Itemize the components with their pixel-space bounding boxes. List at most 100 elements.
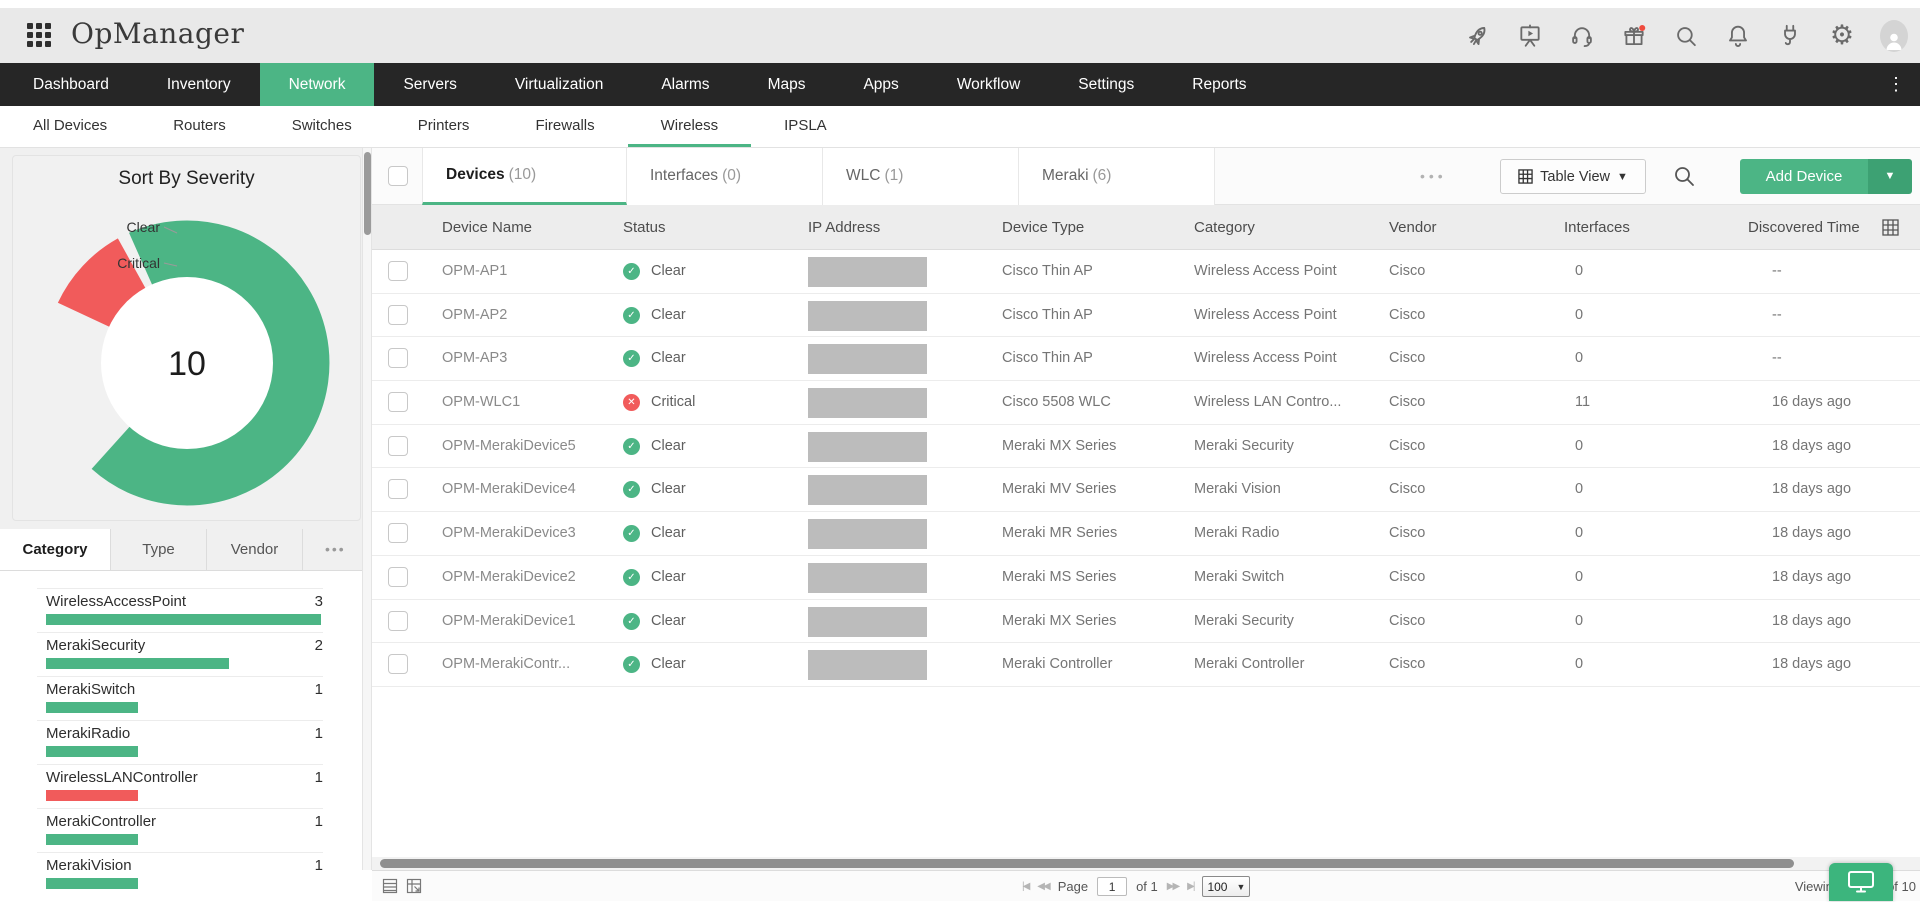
row-checkbox[interactable] xyxy=(388,654,408,675)
device-name-link[interactable]: OPM-MerakiContr... xyxy=(442,656,571,673)
device-name-link[interactable]: OPM-AP3 xyxy=(442,350,508,367)
device-name-link[interactable]: OPM-MerakiDevice4 xyxy=(442,481,576,498)
notifications-bell-icon[interactable] xyxy=(1724,22,1752,50)
export-excel-icon[interactable] xyxy=(406,878,422,894)
facet-item-merakicontroller[interactable]: MerakiController 1 xyxy=(37,808,323,852)
column-chooser-icon[interactable] xyxy=(1882,219,1899,236)
subnav-item-switches[interactable]: Switches xyxy=(291,117,352,134)
first-page-icon[interactable]: |◀ xyxy=(1022,881,1030,892)
user-avatar[interactable] xyxy=(1880,19,1908,52)
column-header-ip-address[interactable]: IP Address xyxy=(808,219,881,236)
device-name-link[interactable]: OPM-AP1 xyxy=(442,263,508,279)
settings-gear-icon[interactable]: ⚙ xyxy=(1829,20,1855,50)
facet-item-wirelesslancontroller[interactable]: WirelessLANController 1 xyxy=(37,764,323,808)
column-header-device-name[interactable]: Device Name xyxy=(442,219,533,236)
row-checkbox[interactable] xyxy=(388,566,408,587)
tab-wlc[interactable]: WLC (1) xyxy=(823,148,1019,205)
row-checkbox[interactable] xyxy=(388,435,408,456)
vertical-scrollbar[interactable] xyxy=(362,148,372,870)
facet-tab-type[interactable]: Type xyxy=(111,529,207,570)
column-header-interfaces[interactable]: Interfaces xyxy=(1564,219,1630,236)
facet-item-merakiradio[interactable]: MerakiRadio 1 xyxy=(37,720,323,764)
add-device-button[interactable]: Add Device ▼ xyxy=(1740,159,1912,194)
support-headset-icon[interactable] xyxy=(1568,22,1596,50)
donut-critical-slice[interactable] xyxy=(57,238,147,328)
subnav-item-ipsla[interactable]: IPSLA xyxy=(784,117,827,134)
rocket-icon[interactable] xyxy=(1464,22,1492,50)
subnav-item-all-devices[interactable]: All Devices xyxy=(33,117,108,134)
device-type-cell: Meraki MX Series xyxy=(1002,612,1117,629)
severity-donut-chart[interactable]: Clear Critical 10 xyxy=(13,156,362,522)
facet-more-icon[interactable]: ••• xyxy=(325,541,346,557)
horizontal-scrollbar[interactable] xyxy=(372,857,1920,870)
row-checkbox[interactable] xyxy=(388,479,408,500)
row-checkbox[interactable] xyxy=(388,261,408,281)
tab-devices[interactable]: Devices (10) xyxy=(422,148,627,205)
nav-item-reports[interactable]: Reports xyxy=(1192,76,1247,93)
apps-grid-icon[interactable] xyxy=(27,23,53,49)
search-icon[interactable] xyxy=(1672,164,1696,188)
plug-icon[interactable] xyxy=(1776,22,1804,50)
facet-item-merakisecurity[interactable]: MerakiSecurity 2 xyxy=(37,632,323,676)
ip-address-redacted xyxy=(808,606,927,637)
chevron-down-icon: ▼ xyxy=(1236,881,1246,892)
vertical-scrollbar-thumb[interactable] xyxy=(364,152,371,235)
device-name-link[interactable]: OPM-MerakiDevice1 xyxy=(442,612,576,629)
nav-item-alarms[interactable]: Alarms xyxy=(661,76,710,93)
subnav-item-routers[interactable]: Routers xyxy=(173,117,226,134)
sidebar: Clear Critical 10 Sort By Severity Categ… xyxy=(0,148,362,901)
search-icon[interactable] xyxy=(1672,22,1700,50)
nav-item-apps[interactable]: Apps xyxy=(863,76,899,93)
column-header-category[interactable]: Category xyxy=(1194,219,1255,236)
nav-item-workflow[interactable]: Workflow xyxy=(956,76,1021,93)
row-checkbox[interactable] xyxy=(388,348,408,369)
donut-clear-slice[interactable] xyxy=(91,220,330,506)
row-checkbox[interactable] xyxy=(388,392,408,413)
subnav-item-printers[interactable]: Printers xyxy=(417,117,470,134)
column-header-discovered-time[interactable]: Discovered Time xyxy=(1748,219,1860,236)
device-name-link[interactable]: OPM-AP2 xyxy=(442,306,508,323)
device-name-link[interactable]: OPM-MerakiDevice5 xyxy=(442,437,576,454)
export-list-icon[interactable] xyxy=(382,878,398,894)
table-view-button[interactable]: Table View ▼ xyxy=(1500,159,1646,194)
select-all-checkbox[interactable] xyxy=(388,166,408,186)
subnav-item-wireless[interactable]: Wireless xyxy=(627,106,752,147)
column-header-status[interactable]: Status xyxy=(623,219,666,236)
last-page-icon[interactable]: ▶| xyxy=(1187,881,1195,892)
device-name-link[interactable]: OPM-MerakiDevice2 xyxy=(442,568,576,585)
previous-page-icon[interactable]: ◀◀ xyxy=(1037,881,1050,892)
row-checkbox[interactable] xyxy=(388,304,408,325)
kebab-menu-icon[interactable]: ⋮ xyxy=(1887,74,1906,94)
tab-interfaces[interactable]: Interfaces (0) xyxy=(627,148,823,205)
device-name-link[interactable]: OPM-WLC1 xyxy=(442,394,521,411)
nav-item-maps[interactable]: Maps xyxy=(767,76,806,93)
add-device-caret-icon[interactable]: ▼ xyxy=(1868,159,1912,194)
nav-item-dashboard[interactable]: Dashboard xyxy=(33,76,109,93)
tab-meraki[interactable]: Meraki (6) xyxy=(1019,148,1215,205)
facet-item-wirelessaccesspoint[interactable]: WirelessAccessPoint 3 xyxy=(37,588,323,632)
facet-item-merakiswitch[interactable]: MerakiSwitch 1 xyxy=(37,676,323,720)
nav-item-virtualization[interactable]: Virtualization xyxy=(514,76,604,93)
gift-icon[interactable] xyxy=(1620,22,1648,50)
subnav-item-firewalls[interactable]: Firewalls xyxy=(535,117,595,134)
nav-item-servers[interactable]: Servers xyxy=(403,76,457,93)
nav-item-settings[interactable]: Settings xyxy=(1078,76,1135,93)
nav-item-network[interactable]: Network xyxy=(259,63,375,106)
facet-tab-category[interactable]: Category xyxy=(0,529,111,570)
row-checkbox[interactable] xyxy=(388,610,408,631)
column-header-vendor[interactable]: Vendor xyxy=(1389,219,1437,236)
add-device-label[interactable]: Add Device xyxy=(1740,159,1868,194)
tabs-more-icon[interactable]: ••• xyxy=(1420,168,1447,184)
training-video-icon[interactable] xyxy=(1516,22,1544,50)
facet-tab-vendor[interactable]: Vendor xyxy=(207,529,303,570)
next-page-icon[interactable]: ▶▶ xyxy=(1166,881,1180,892)
facet-item-merakivision[interactable]: MerakiVision 1 xyxy=(37,852,323,896)
horizontal-scrollbar-thumb[interactable] xyxy=(380,859,1794,868)
page-number-input[interactable] xyxy=(1097,877,1128,896)
device-name-link[interactable]: OPM-MerakiDevice3 xyxy=(442,525,576,542)
support-chat-button[interactable] xyxy=(1829,863,1893,901)
row-checkbox[interactable] xyxy=(388,523,408,544)
page-size-select[interactable]: 100 ▼ xyxy=(1202,876,1251,897)
column-header-device-type[interactable]: Device Type xyxy=(1002,219,1085,236)
nav-item-inventory[interactable]: Inventory xyxy=(166,76,231,93)
